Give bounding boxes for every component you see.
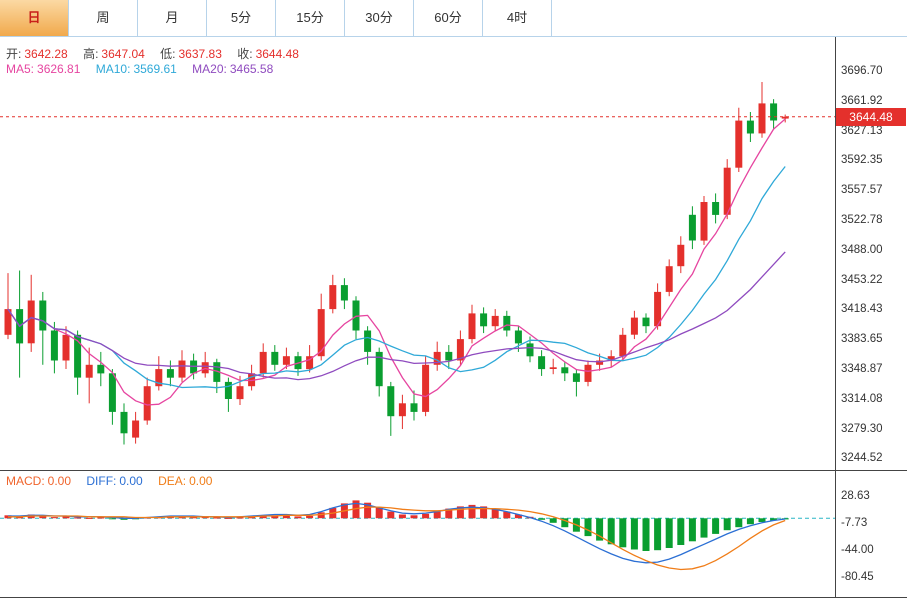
open-readout: 开: 3642.28 [6, 47, 68, 61]
tab-30min[interactable]: 30分 [345, 0, 414, 36]
price-axis-label: 3696.70 [841, 65, 883, 77]
price-axis-label: 3244.52 [841, 452, 883, 464]
price-axis-label: 3592.35 [841, 154, 883, 166]
chart-bottom-line [0, 597, 907, 598]
tab-60min[interactable]: 60分 [414, 0, 483, 36]
low-readout: 低: 3637.83 [160, 47, 222, 61]
price-axis-label: 3383.65 [841, 333, 883, 345]
price-axis-line [835, 37, 836, 597]
price-axis-label: 3661.92 [841, 95, 883, 107]
dea-readout: DEA: 0.00 [158, 474, 213, 488]
ma20-readout: MA20: 3465.58 [192, 62, 274, 76]
price-axis-label: 3557.57 [841, 184, 883, 196]
macd-readout: MACD: 0.00 [6, 474, 72, 488]
tab-5min[interactable]: 5分 [207, 0, 276, 36]
macd-chart[interactable] [0, 471, 836, 598]
tab-week[interactable]: 周 [69, 0, 138, 36]
price-axis-label: 3279.30 [841, 423, 883, 435]
ma-legend: MA5: 3626.81 MA10: 3569.61 MA20: 3465.58 [6, 62, 285, 76]
tab-4hour[interactable]: 4时 [483, 0, 552, 36]
panel-divider-line [0, 470, 907, 471]
price-axis-label: 3522.78 [841, 214, 883, 226]
diff-readout: DIFF: 0.00 [86, 474, 143, 488]
tab-day[interactable]: 日 [0, 0, 69, 36]
close-readout: 收: 3644.48 [237, 47, 299, 61]
price-axis-label: 3348.87 [841, 363, 883, 375]
candlestick-chart[interactable] [0, 37, 836, 471]
macd-axis-label: -44.00 [841, 544, 874, 556]
high-readout: 高: 3647.04 [83, 47, 145, 61]
price-axis-label: 3314.08 [841, 393, 883, 405]
price-axis-label: 3453.22 [841, 274, 883, 286]
tab-month[interactable]: 月 [138, 0, 207, 36]
price-axis-label: 3418.43 [841, 303, 883, 315]
price-axis-label: 3627.13 [841, 125, 883, 137]
ma10-readout: MA10: 3569.61 [95, 62, 177, 76]
macd-legend: MACD: 0.00 DIFF: 0.00 DEA: 0.00 [6, 474, 224, 488]
price-axis-label: 3488.00 [841, 244, 883, 256]
ma5-readout: MA5: 3626.81 [6, 62, 81, 76]
timeframe-toolbar: 日 周 月 5分 15分 30分 60分 4时 [0, 0, 907, 37]
ohlc-legend: 开: 3642.28 高: 3647.04 低: 3637.83 收: 3644.48 [6, 45, 311, 62]
macd-axis-label: -7.73 [841, 517, 868, 529]
current-price-tag: 3644.48 [836, 108, 906, 126]
tab-15min[interactable]: 15分 [276, 0, 345, 36]
macd-axis-label: -80.45 [841, 571, 874, 583]
macd-axis-label: 28.63 [841, 490, 870, 502]
